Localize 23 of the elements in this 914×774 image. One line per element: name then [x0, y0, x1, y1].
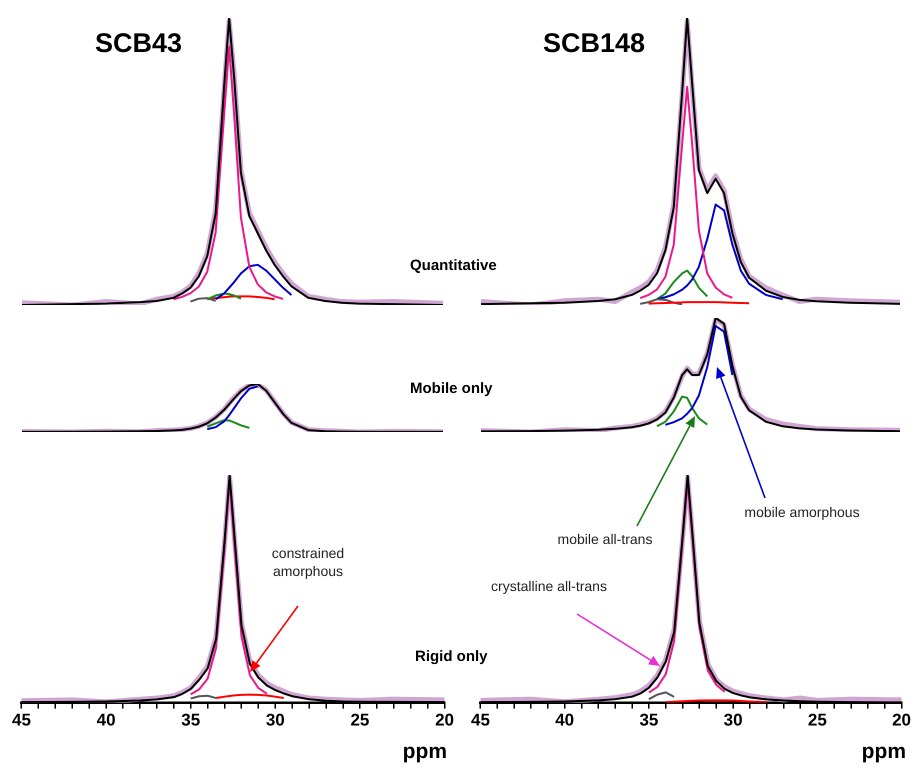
x-tick-label: 25 — [808, 710, 827, 730]
x-tick-label: 30 — [724, 710, 743, 730]
x-tick-label: 35 — [639, 710, 658, 730]
x-tick-label: 45 — [470, 710, 490, 730]
x-tick-label: 45 — [12, 710, 31, 730]
x-tick-label: 25 — [350, 710, 370, 730]
x-tick-label: 40 — [96, 710, 116, 730]
annotation: mobile amorphous — [743, 504, 861, 522]
annotation: Mobile only — [410, 380, 492, 397]
x-axis-title: ppm — [862, 740, 906, 764]
x-tick-label: 40 — [555, 710, 574, 730]
chart-title: SCB148 — [543, 28, 646, 59]
chart-title: SCB43 — [95, 28, 182, 59]
annotation: crystalline all-trans — [490, 578, 608, 596]
annotation: constrained amorphous — [270, 545, 346, 580]
x-axis-title: ppm — [402, 740, 447, 764]
x-tick-label: 20 — [892, 710, 912, 730]
x-tick-label: 30 — [266, 710, 285, 730]
x-tick-label: 35 — [181, 710, 200, 730]
annotation: Rigid only — [415, 648, 488, 665]
annotation: Quantitative — [410, 257, 497, 274]
x-tick-label: 20 — [435, 710, 454, 730]
annotation: mobile all-trans — [556, 531, 654, 548]
